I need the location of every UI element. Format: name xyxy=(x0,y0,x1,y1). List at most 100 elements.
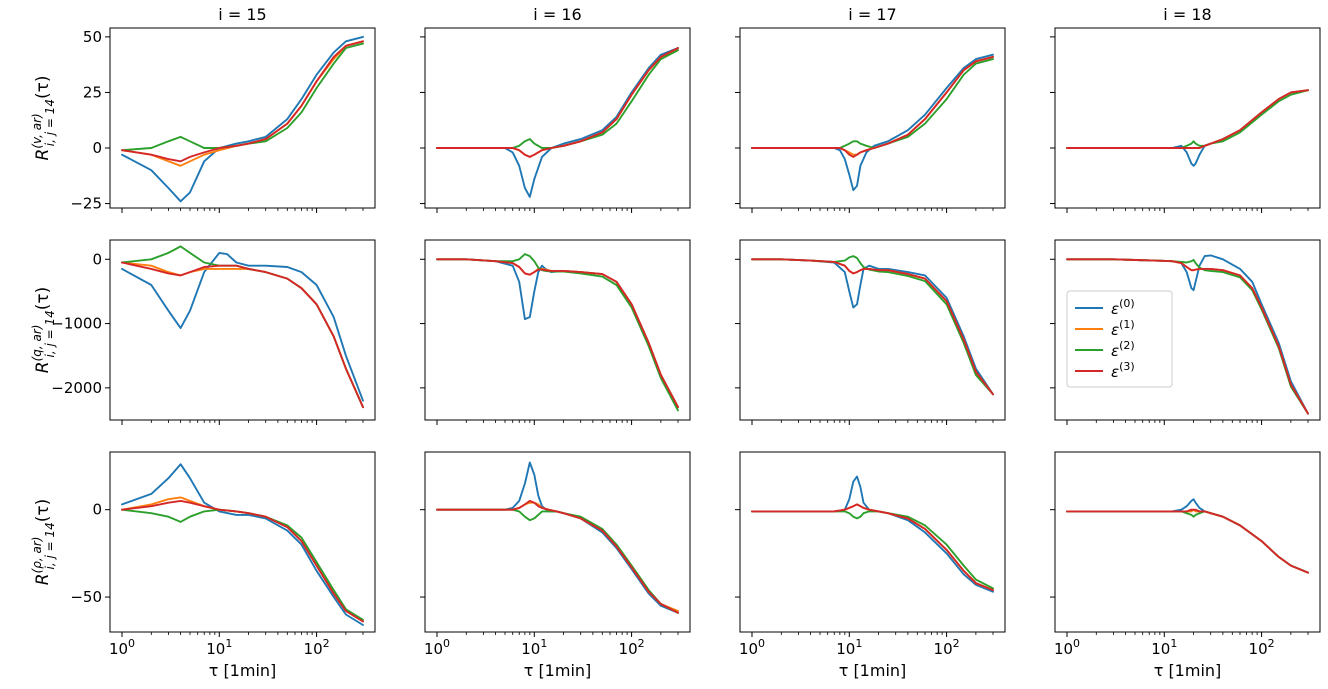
series-line-eps1 xyxy=(751,55,994,156)
legend: ε(0)ε(1)ε(2)ε(3) xyxy=(1066,290,1173,388)
series-line-eps3 xyxy=(121,261,364,409)
column-title: i = 15 xyxy=(218,5,266,24)
x-tick-base: 10 xyxy=(619,640,638,658)
x-tick-label: 101 xyxy=(521,637,547,658)
column-title: i = 16 xyxy=(533,5,581,24)
series-line-eps0 xyxy=(121,463,364,626)
x-tick-label: 101 xyxy=(836,637,862,658)
y-label-subscript: i, j = 14 xyxy=(43,310,57,357)
series-line-eps0 xyxy=(436,47,679,198)
x-tick-exponent: 2 xyxy=(953,637,960,650)
series-line-eps1 xyxy=(121,496,364,623)
series-line-eps2 xyxy=(1066,510,1309,574)
series-line-eps2 xyxy=(121,508,364,621)
panel-r2-c3 xyxy=(735,239,1006,425)
y-tick-label: −2000 xyxy=(51,379,102,397)
series-line-eps0 xyxy=(121,35,364,203)
legend-symbol: ε xyxy=(1111,363,1119,381)
x-tick-label: 100 xyxy=(739,637,765,658)
legend-symbol: ε xyxy=(1111,321,1119,339)
x-tick-label: 101 xyxy=(1151,637,1177,658)
series-line-eps3 xyxy=(1066,508,1309,574)
x-tick-exponent: 1 xyxy=(1170,637,1177,650)
series-line-eps1 xyxy=(1066,508,1309,574)
x-tick-base: 10 xyxy=(304,640,323,658)
column-title: i = 18 xyxy=(1163,5,1211,24)
series-line-eps0 xyxy=(751,53,994,192)
x-tick-label: 102 xyxy=(619,637,645,658)
series-line-eps3 xyxy=(751,55,994,158)
legend-label: ε(1) xyxy=(1111,318,1135,339)
x-axis-label: τ [1min] xyxy=(839,661,907,680)
y-label-subscript: i, j = 14 xyxy=(43,99,57,146)
panel-frame xyxy=(739,239,1006,421)
panel-r1-c4 xyxy=(1050,27,1321,213)
y-label-subscript: i, j = 14 xyxy=(43,522,57,569)
x-tick-base: 10 xyxy=(109,640,128,658)
series-line-eps1 xyxy=(436,49,679,158)
series-line-eps2 xyxy=(436,508,679,614)
x-tick-label: 102 xyxy=(934,637,960,658)
y-label-tail: (τ) xyxy=(33,76,53,100)
series-line-eps1 xyxy=(121,261,364,409)
panel-frame xyxy=(109,451,376,633)
x-tick-exponent: 2 xyxy=(323,637,330,650)
y-tick-label: 25 xyxy=(83,83,102,101)
x-tick-label: 101 xyxy=(206,637,232,658)
panel-r1-c2 xyxy=(420,27,691,213)
panel-r2-c4 xyxy=(1050,239,1321,425)
x-axis-label: τ [1min] xyxy=(1154,661,1222,680)
x-tick-exponent: 0 xyxy=(758,637,765,650)
y-tick-label: 50 xyxy=(83,28,102,46)
y-axis-label: R(ρ, ar)i, j = 14(τ) xyxy=(30,499,57,585)
y-tick-label: −50 xyxy=(70,588,102,606)
series-line-eps3 xyxy=(436,258,679,409)
x-tick-exponent: 0 xyxy=(443,637,450,650)
legend-superscript: (1) xyxy=(1119,318,1135,331)
series-line-eps0 xyxy=(436,258,679,409)
x-tick-base: 10 xyxy=(206,640,225,658)
panel-r2-c2 xyxy=(420,239,691,425)
series-line-eps3 xyxy=(1066,258,1309,415)
x-tick-exponent: 2 xyxy=(638,637,645,650)
legend-superscript: (2) xyxy=(1119,339,1135,352)
x-tick-label: 100 xyxy=(424,637,450,658)
y-tick-label: 0 xyxy=(92,501,102,519)
series-line-eps0 xyxy=(436,461,679,614)
legend-label: ε(3) xyxy=(1111,360,1135,381)
x-tick-label: 100 xyxy=(109,637,135,658)
legend-symbol: ε xyxy=(1111,342,1119,360)
x-tick-base: 10 xyxy=(739,640,758,658)
y-tick-label: −25 xyxy=(70,195,102,213)
x-tick-exponent: 1 xyxy=(540,637,547,650)
series-line-eps2 xyxy=(751,58,994,149)
y-label-symbol: R xyxy=(33,361,53,373)
x-tick-label: 102 xyxy=(1249,637,1275,658)
y-label-symbol: R xyxy=(33,573,53,585)
y-tick-label: −1000 xyxy=(51,315,102,333)
panel-frame xyxy=(1054,451,1321,633)
y-label-superscript: (ρ, ar) xyxy=(30,537,44,574)
x-tick-base: 10 xyxy=(1249,640,1268,658)
legend-superscript: (0) xyxy=(1119,297,1135,310)
y-label-superscript: (v, ar) xyxy=(30,113,44,148)
y-tick-label: 0 xyxy=(92,139,102,157)
series-line-eps1 xyxy=(436,501,679,612)
series-line-eps1 xyxy=(436,258,679,409)
x-tick-base: 10 xyxy=(424,640,443,658)
panel-frame xyxy=(109,27,376,209)
series-line-eps3 xyxy=(751,258,994,396)
x-tick-exponent: 0 xyxy=(1073,637,1080,650)
series-line-eps3 xyxy=(436,47,679,158)
y-label-superscript: (q, ar) xyxy=(30,325,44,362)
series-line-eps2 xyxy=(436,49,679,149)
series-line-eps0 xyxy=(121,251,364,402)
legend-label: ε(0) xyxy=(1111,297,1135,318)
legend-superscript: (3) xyxy=(1119,360,1135,373)
series-line-eps3 xyxy=(436,499,679,614)
y-axis-label: R(q, ar)i, j = 14(τ) xyxy=(30,287,57,373)
